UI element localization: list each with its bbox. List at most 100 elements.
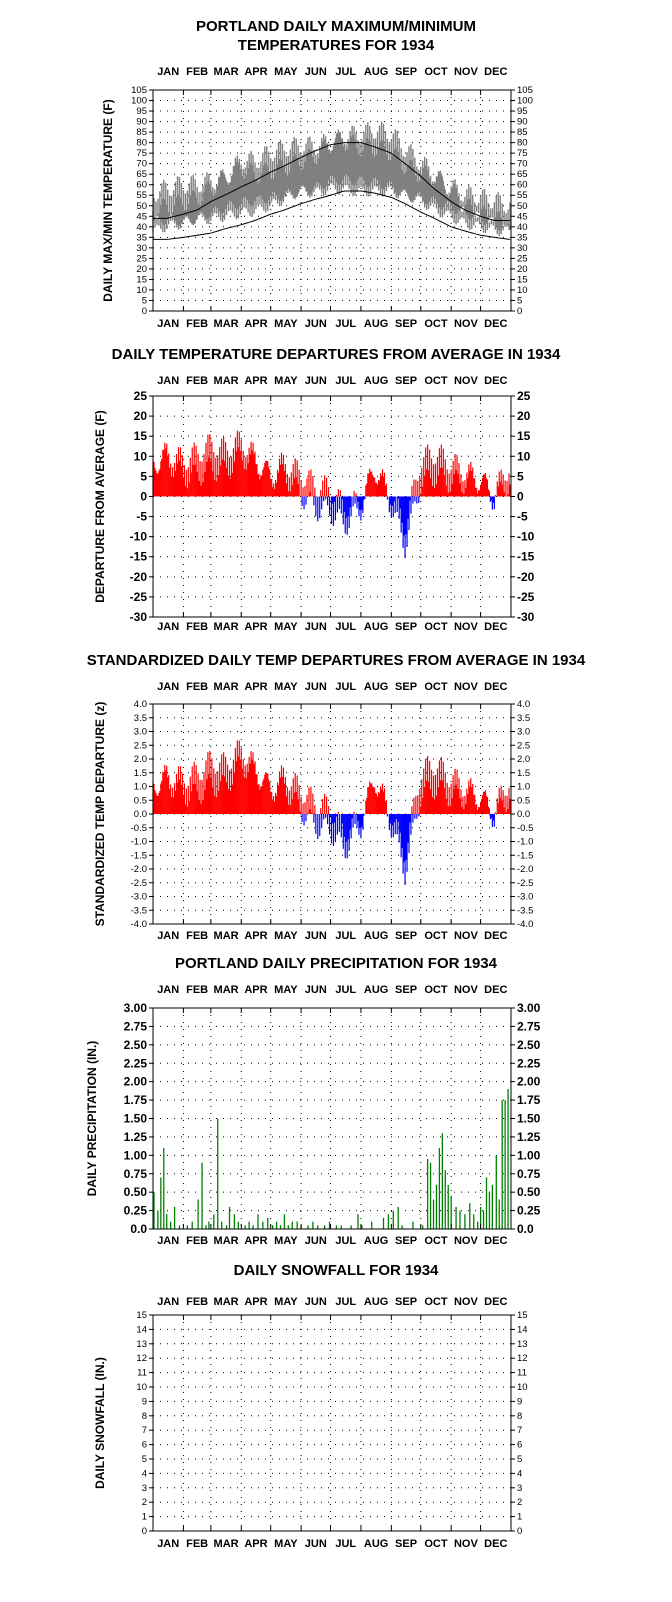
- month-label-top: DEC: [484, 1296, 507, 1308]
- y-tick-label-right: 50: [517, 201, 528, 212]
- month-label-bottom: AUG: [364, 318, 388, 330]
- month-label-bottom: SEP: [395, 1235, 417, 1247]
- y-tick-label-right: -30: [517, 610, 535, 624]
- y-tick-label-right: 15: [517, 274, 528, 285]
- month-label-top: JUL: [335, 984, 356, 996]
- month-label-top: JUL: [335, 681, 356, 693]
- y-tick-label-left: -3.5: [131, 905, 147, 916]
- y-tick-label-right: 20: [517, 409, 531, 423]
- y-tick-label-right: 15: [517, 1310, 528, 1321]
- month-label-bottom: AUG: [364, 1235, 388, 1247]
- month-label-top: JUN: [305, 66, 327, 78]
- y-tick-label-left: 10: [136, 1382, 147, 1393]
- month-label-top: SEP: [395, 375, 417, 387]
- y-tick-label-left: 35: [136, 232, 147, 243]
- y-tick-label-left: 0: [142, 1526, 147, 1537]
- y-tick-label-left: 15: [134, 429, 148, 443]
- chart-title: DAILY TEMPERATURE DEPARTURES FROM AVERAG…: [112, 346, 561, 363]
- y-tick-label-right: 30: [517, 243, 528, 254]
- y-tick-label-left: 2.50: [124, 1038, 148, 1052]
- y-tick-label-left: 30: [136, 243, 147, 254]
- y-tick-label-right: 14: [517, 1324, 528, 1335]
- month-label-bottom: APR: [244, 1235, 267, 1247]
- y-tick-label-right: 4: [517, 1468, 522, 1479]
- month-label-top: JAN: [157, 984, 179, 996]
- y-tick-label-left: 105: [131, 85, 147, 96]
- y-tick-label-right: 0.25: [517, 1204, 541, 1218]
- month-label-bottom: APR: [244, 318, 267, 330]
- y-tick-label-left: 25: [134, 389, 148, 403]
- month-label-bottom: SEP: [395, 318, 417, 330]
- y-tick-label-left: 50: [136, 201, 147, 212]
- y-tick-label-right: 20: [517, 264, 528, 275]
- month-label-bottom: JAN: [157, 318, 179, 330]
- y-tick-label-right: 0.50: [517, 1185, 541, 1199]
- y-tick-label-left: 70: [136, 159, 147, 170]
- y-tick-label-left: 0.0: [134, 809, 147, 820]
- y-tick-label-left: 40: [136, 222, 147, 233]
- y-tick-label-left: 3.0: [134, 727, 147, 738]
- y-tick-label-right: 2: [517, 1497, 522, 1508]
- month-label-bottom: OCT: [424, 318, 448, 330]
- y-tick-label-left: 5: [142, 295, 147, 306]
- month-label-top: OCT: [424, 375, 448, 387]
- month-label-bottom: OCT: [424, 1235, 448, 1247]
- y-tick-label-right: 7: [517, 1425, 522, 1436]
- month-label-bottom: NOV: [454, 1538, 479, 1550]
- month-label-top: FEB: [186, 681, 208, 693]
- month-label-bottom: JUL: [335, 318, 356, 330]
- y-axis-label: DAILY MAX/MIN TEMPERATURE (F): [101, 99, 115, 301]
- month-label-bottom: SEP: [395, 1538, 417, 1550]
- month-label-bottom: JUN: [305, 1538, 327, 1550]
- month-label-top: APR: [244, 66, 267, 78]
- y-tick-label-right: -4.0: [517, 919, 533, 930]
- chart-title: PORTLAND DAILY PRECIPITATION FOR 1934: [175, 955, 498, 972]
- month-label-bottom: DEC: [484, 318, 507, 330]
- y-tick-label-right: 9: [517, 1396, 522, 1407]
- y-tick-label-right: 40: [517, 222, 528, 233]
- month-label-top: MAY: [274, 1296, 298, 1308]
- y-tick-label-right: 0.75: [517, 1167, 541, 1181]
- chart-temp-departures: DAILY TEMPERATURE DEPARTURES FROM AVERAG…: [93, 346, 561, 633]
- month-label-bottom: NOV: [454, 930, 479, 942]
- y-tick-label-left: -20: [130, 570, 148, 584]
- y-tick-label-left: -25: [130, 590, 148, 604]
- y-tick-label-left: 80: [136, 138, 147, 149]
- month-label-bottom: FEB: [186, 930, 208, 942]
- month-label-top: MAY: [274, 66, 298, 78]
- y-tick-label-right: 0: [517, 489, 524, 503]
- y-tick-label-right: -5: [517, 510, 528, 524]
- month-label-bottom: NOV: [454, 1235, 479, 1247]
- month-label-bottom: MAR: [214, 1538, 239, 1550]
- y-tick-label-left: 1.25: [124, 1130, 148, 1144]
- y-tick-label-left: 0.25: [124, 1204, 148, 1218]
- y-tick-label-left: 90: [136, 117, 147, 128]
- y-tick-label-left: -2.5: [131, 878, 147, 889]
- month-label-bottom: DEC: [484, 930, 507, 942]
- month-label-bottom: JUL: [335, 621, 356, 633]
- y-tick-label-right: 85: [517, 127, 528, 138]
- y-tick-label-right: -20: [517, 570, 535, 584]
- y-tick-label-right: -15: [517, 550, 535, 564]
- y-tick-label-right: -25: [517, 590, 535, 604]
- month-label-bottom: JUL: [335, 930, 356, 942]
- month-label-top: OCT: [424, 1296, 448, 1308]
- y-tick-label-right: 35: [517, 232, 528, 243]
- y-tick-label-left: 12: [136, 1353, 147, 1364]
- month-label-top: JUL: [335, 375, 356, 387]
- month-label-top: OCT: [424, 66, 448, 78]
- y-tick-label-right: 11: [517, 1368, 527, 1379]
- y-tick-label-left: -3.0: [131, 892, 147, 903]
- y-tick-label-right: 8: [517, 1411, 522, 1422]
- y-tick-label-left: 2.5: [134, 740, 147, 751]
- month-label-top: OCT: [424, 681, 448, 693]
- month-label-bottom: MAY: [274, 621, 298, 633]
- month-label-bottom: MAR: [214, 318, 239, 330]
- y-tick-label-right: -1.0: [517, 837, 533, 848]
- y-tick-label-left: 100: [131, 96, 147, 107]
- month-label-bottom: MAR: [214, 1235, 239, 1247]
- y-tick-label-right: -3.5: [517, 905, 533, 916]
- month-label-top: JAN: [157, 375, 179, 387]
- month-label-bottom: SEP: [395, 930, 417, 942]
